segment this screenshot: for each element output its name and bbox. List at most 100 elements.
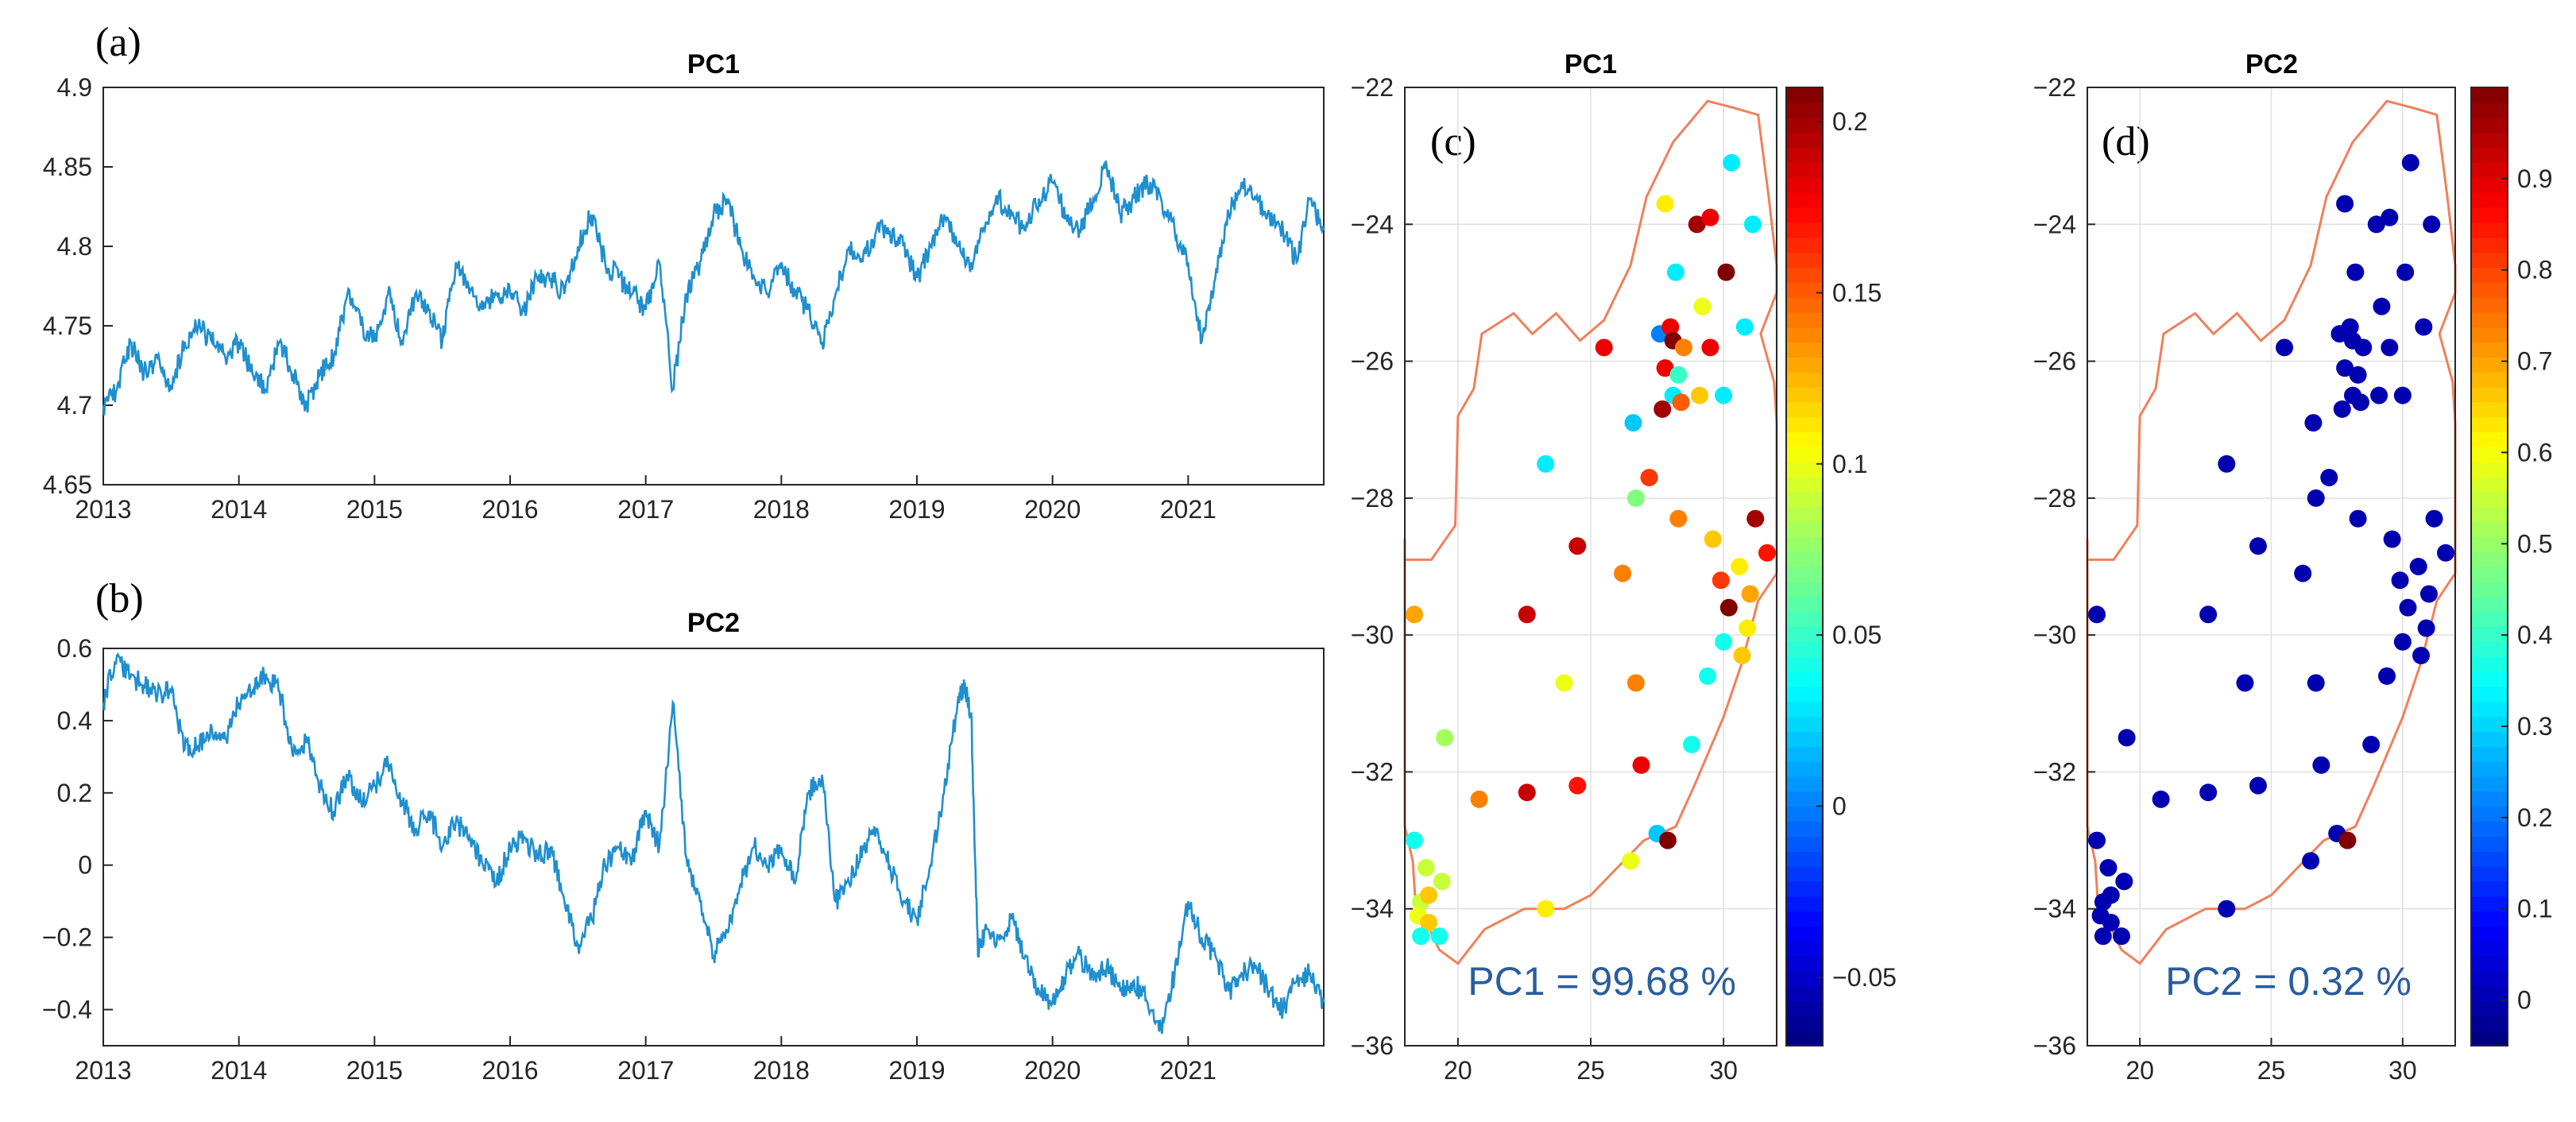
d-station-point	[2102, 913, 2120, 931]
c-station-point	[1712, 571, 1730, 590]
b-xtick-label: 2018	[753, 1056, 810, 1085]
d-colorbar-segment	[2471, 536, 2508, 552]
c-station-point	[1733, 646, 1751, 664]
d-station-point	[2199, 605, 2218, 624]
c-ytick-label: −22	[1351, 73, 1394, 102]
d-colorbar-segment	[2471, 372, 2508, 388]
c-colorbar-segment	[1786, 955, 1823, 972]
c-colorbar-segment	[1786, 311, 1823, 328]
c-station-point	[1758, 544, 1776, 562]
d-colorbar-segment	[2471, 880, 2508, 897]
a-xtick-label: 2017	[617, 495, 674, 524]
panel-b-title: PC2	[687, 608, 740, 638]
d-colorbar-segment	[2471, 237, 2508, 253]
c-station-point	[1406, 831, 1423, 849]
d-colorbar-segment	[2471, 581, 2508, 598]
a-ytick-label: 4.85	[43, 153, 92, 181]
d-colorbar-label: 0	[2517, 986, 2532, 1015]
c-colorbar-label: 0.15	[1832, 278, 1882, 307]
d-station-point	[2417, 619, 2435, 637]
c-ytick-label: −36	[1351, 1031, 1394, 1060]
c-station-point	[1518, 605, 1536, 624]
panel-c-grid	[1405, 87, 1777, 1047]
panel-c-points	[1406, 153, 1776, 946]
d-station-point	[2249, 537, 2267, 555]
d-station-point	[2118, 729, 2136, 747]
c-station-point	[1723, 153, 1741, 172]
b-ytick-label: 0.6	[57, 634, 92, 663]
panel-a-title: PC1	[687, 49, 740, 79]
c-colorbar-segment	[1786, 342, 1823, 358]
d-colorbar-segment	[2471, 311, 2508, 328]
panel-b-ticks: 2013 2014 2015 2016 2017 2018 2019 2020 2021 −0.4…	[42, 634, 1216, 1085]
c-colorbar-segment	[1786, 281, 1823, 298]
b-xtick-label: 2016	[482, 1056, 538, 1085]
d-station-point	[2401, 153, 2419, 172]
c-colorbar-label: 0.1	[1832, 450, 1867, 478]
d-station-point	[2094, 927, 2112, 946]
c-colorbar-segment	[1786, 791, 1823, 807]
c-station-point	[1704, 530, 1722, 548]
c-station-point	[1688, 215, 1706, 234]
d-colorbar-segment	[2471, 102, 2508, 118]
d-colorbar-segment	[2471, 87, 2508, 103]
d-colorbar-segment	[2471, 401, 2508, 418]
c-colorbar-segment	[1786, 806, 1823, 822]
d-colorbar-segment	[2471, 521, 2508, 538]
c-colorbar-label: 0	[1832, 792, 1847, 821]
panel-c-label: (c)	[1430, 119, 1476, 164]
c-colorbar-label: −0.05	[1832, 963, 1897, 992]
d-colorbar-segment	[2471, 851, 2508, 867]
c-colorbar-segment	[1786, 865, 1823, 882]
d-colorbar-frame	[2470, 87, 2508, 1047]
d-colorbar-segment	[2471, 567, 2508, 582]
panel-d-grid	[2087, 87, 2455, 1047]
c-colorbar-segment	[1786, 581, 1823, 598]
c-colorbar-segment	[1786, 836, 1823, 852]
d-xtick-label: 30	[2388, 1056, 2417, 1085]
panel-d-colorbar: 0 0.1 0.2 0.3 0.4 0.5 0.6 0.7 0.8 0.9	[2470, 87, 2552, 1047]
d-colorbar-label: 0.3	[2517, 712, 2552, 741]
d-colorbar-segment	[2471, 791, 2508, 807]
c-station-point	[1691, 386, 1709, 404]
d-colorbar-segment	[2471, 281, 2508, 298]
d-colorbar-segment	[2471, 192, 2508, 208]
d-colorbar-segment	[2471, 117, 2508, 133]
c-colorbar-segment	[1786, 821, 1823, 837]
panel-d-ticks: 20 25 30 −36 −34 −32 −30 −28 −26 −24 −22	[2033, 73, 2417, 1085]
d-colorbar-segment	[2471, 641, 2508, 657]
d-station-point	[2112, 927, 2130, 946]
d-station-point	[2302, 852, 2320, 870]
panel-a-label: (a)	[95, 20, 141, 65]
d-station-point	[2102, 886, 2120, 904]
c-station-point	[1537, 455, 1555, 473]
c-station-point	[1568, 537, 1587, 555]
d-ytick-label: −28	[2033, 484, 2076, 513]
b-xtick-label: 2020	[1024, 1056, 1081, 1085]
c-colorbar-segment	[1786, 851, 1823, 867]
d-station-point	[2419, 585, 2438, 603]
d-colorbar-segment	[2471, 926, 2508, 942]
d-station-point	[2088, 831, 2106, 849]
d-ytick-label: −24	[2033, 210, 2076, 238]
c-station-point	[1731, 558, 1749, 575]
c-colorbar-segment	[1786, 102, 1823, 118]
d-colorbar-segment	[2471, 162, 2508, 178]
c-station-point	[1420, 886, 1438, 904]
c-colorbar-segment	[1786, 252, 1823, 268]
d-colorbar-segment	[2471, 132, 2508, 149]
c-colorbar-segment	[1786, 476, 1823, 493]
c-colorbar-segment	[1786, 686, 1823, 702]
c-ytick-label: −26	[1351, 347, 1394, 376]
d-ytick-label: −34	[2033, 895, 2076, 923]
b-ytick-label: −0.4	[42, 996, 92, 1024]
a-xtick-label: 2019	[888, 495, 945, 524]
panel-c-title: PC1	[1565, 49, 1617, 79]
c-colorbar-segment	[1786, 760, 1823, 777]
a-xtick-label: 2013	[75, 495, 131, 524]
c-colorbar-segment	[1786, 1031, 1823, 1047]
d-station-point	[2362, 735, 2381, 753]
c-station-point	[1669, 366, 1688, 384]
d-xtick-label: 20	[2125, 1056, 2154, 1085]
